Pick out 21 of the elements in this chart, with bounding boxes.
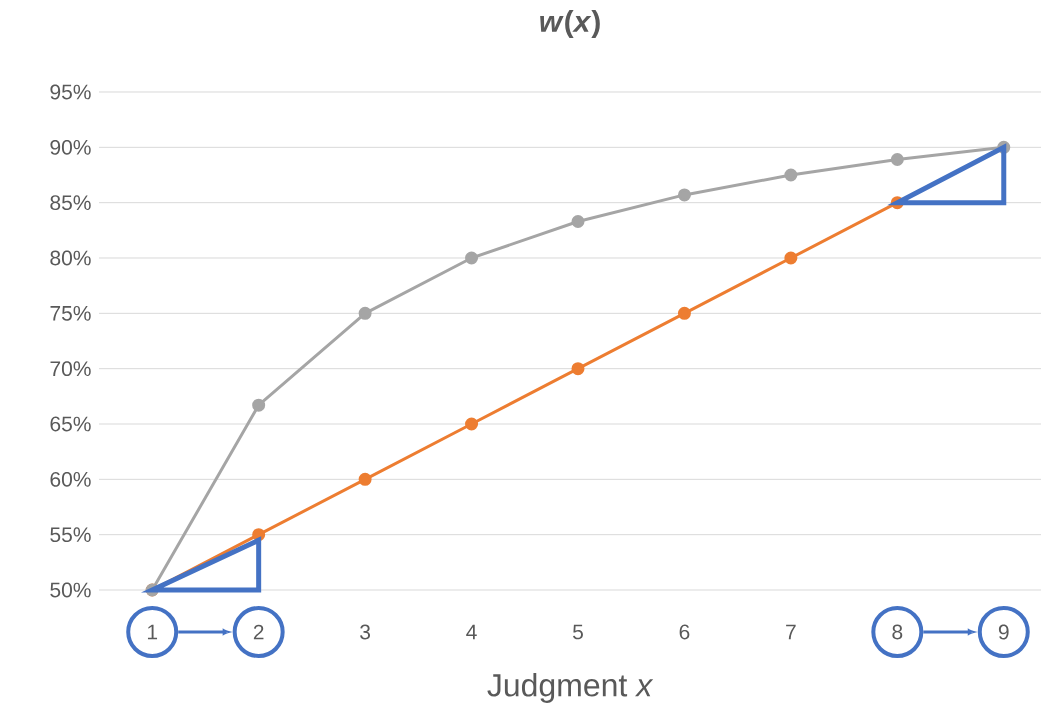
- x-tick-label: 6: [679, 624, 690, 640]
- x-axis-title: Judgment x: [487, 673, 654, 703]
- y-tick-label: 80%: [50, 250, 91, 266]
- y-tick-label: 60%: [50, 471, 91, 487]
- x-tick-label: 8: [892, 624, 903, 640]
- x-tick-label: 1: [147, 624, 158, 640]
- y-tick-label: 55%: [50, 527, 91, 543]
- y-tick-label: 75%: [50, 305, 91, 321]
- chart-title: w(x): [540, 10, 600, 38]
- x-tick-label: 5: [573, 624, 583, 640]
- x-tick-label: 9: [998, 624, 1009, 640]
- y-tick-label: 50%: [50, 582, 91, 598]
- y-tick-label: 85%: [50, 195, 91, 211]
- x-tick-label: 4: [466, 624, 477, 640]
- y-tick-label: 90%: [50, 139, 91, 155]
- x-tick-label: 3: [360, 624, 371, 640]
- x-tick-label: 2: [253, 624, 264, 640]
- x-tick-label: 7: [786, 624, 796, 640]
- y-tick-label: 65%: [50, 416, 91, 432]
- y-tick-label: 70%: [50, 361, 91, 377]
- y-tick-label: 95%: [50, 84, 91, 100]
